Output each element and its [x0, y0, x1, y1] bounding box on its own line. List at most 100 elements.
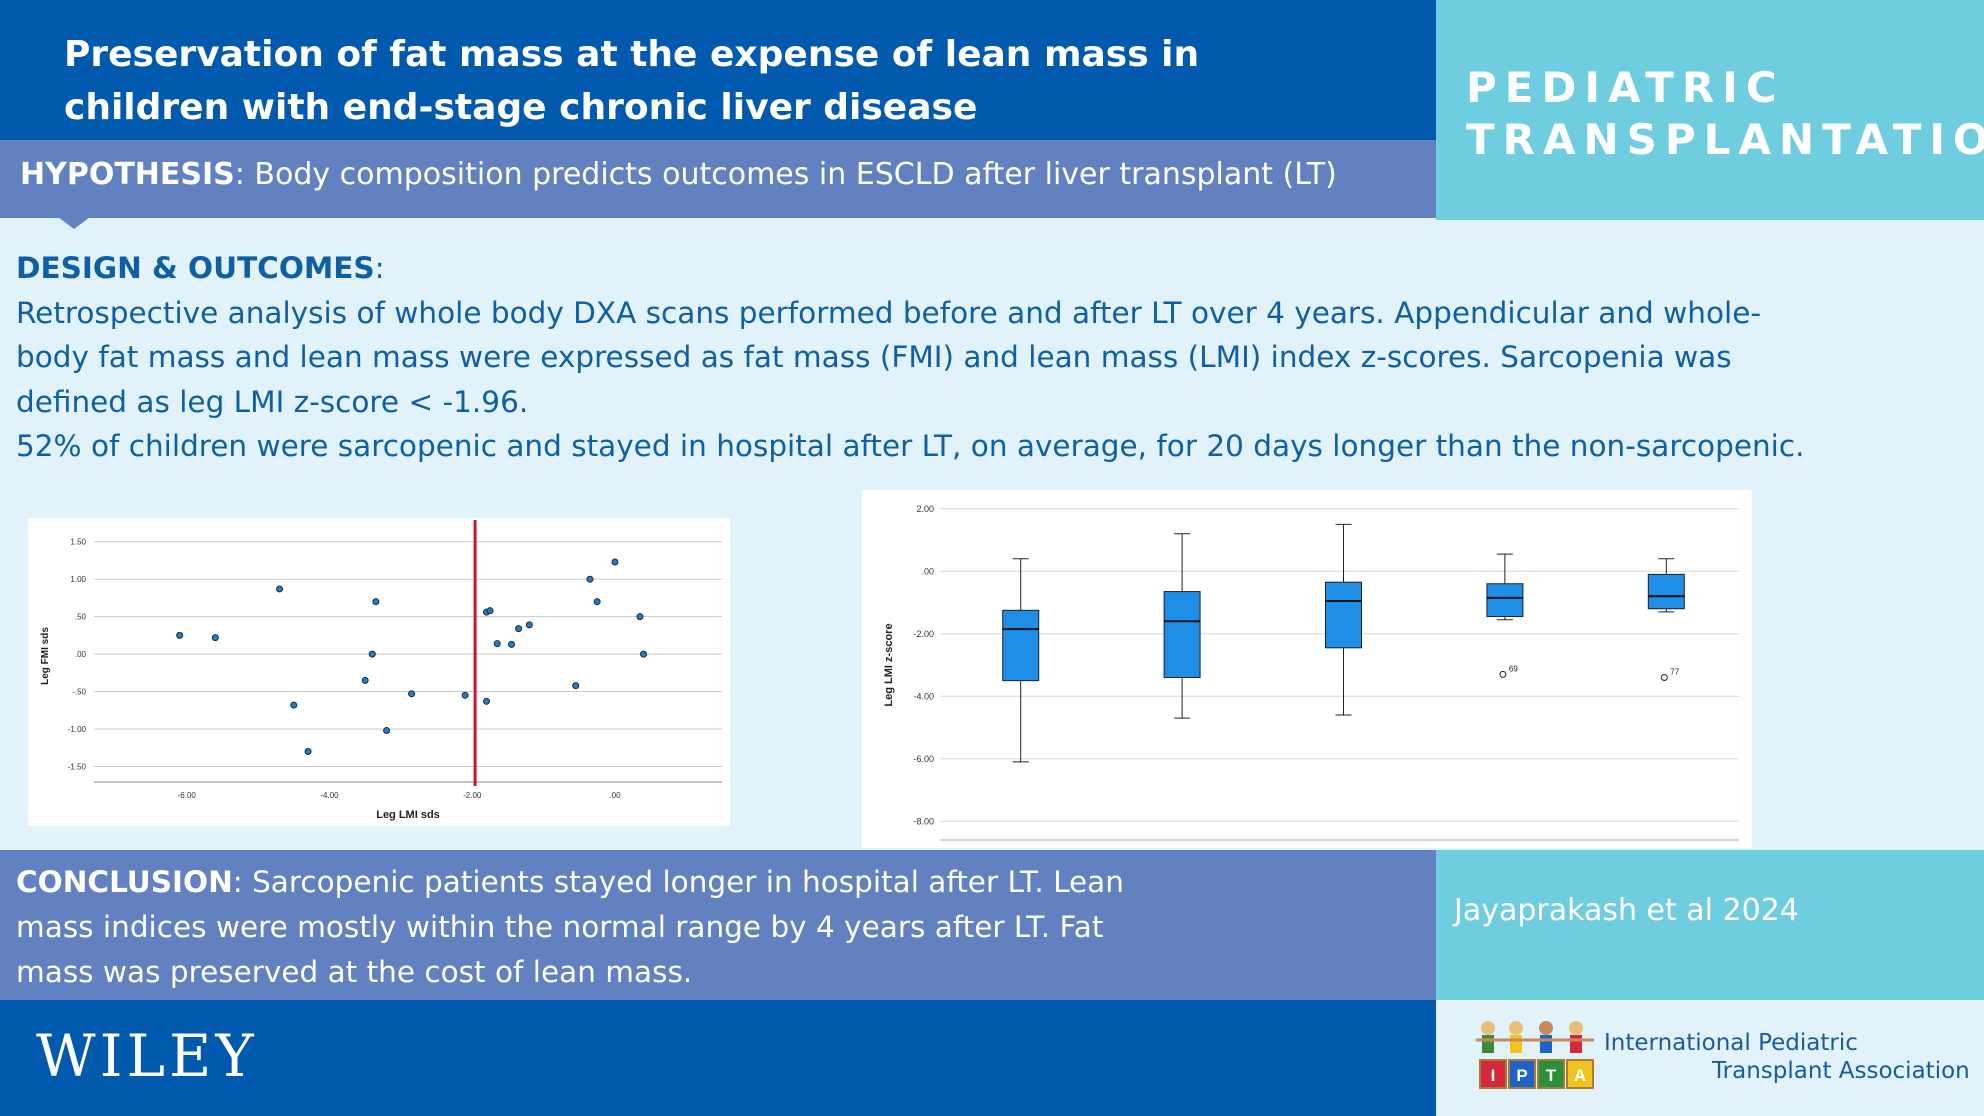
ipta-block — [1566, 1059, 1594, 1089]
x-tick-label: -6.00 — [178, 791, 197, 800]
ipta-banner — [1436, 1000, 1984, 1116]
scatter-point — [372, 598, 380, 606]
scatter-point — [408, 690, 416, 698]
ipta-block — [1537, 1059, 1565, 1089]
ipta-block-letter: P — [1516, 1066, 1527, 1085]
design-line-3: defined as leg LMI z-score < -1.96. — [16, 384, 529, 419]
journal-banner — [1436, 0, 1984, 220]
ipta-children-figures — [1476, 1021, 1594, 1053]
conclusion-text: CONCLUSION: Sarcopenic patients stayed l… — [16, 860, 1156, 995]
scatter-point — [593, 598, 601, 606]
outlier-point — [1660, 674, 1668, 681]
y-axis-label: Leg FMI sds — [40, 627, 51, 685]
design-line-2: body fat mass and lean mass were express… — [16, 340, 1732, 374]
box-plot-panel: 2.00.00-2.00-4.00-6.00-8.00Baseline1 yea… — [862, 490, 1752, 867]
scatter-point — [640, 650, 647, 658]
y-tick-label: 1.50 — [70, 538, 86, 547]
scatter-point — [486, 607, 494, 615]
x-tick-label: -2.00 — [463, 791, 482, 800]
x-tick-label: -4.00 — [320, 791, 339, 800]
box-iqr — [1486, 583, 1524, 618]
scatter-chart: 1.50 1.00 .50 .00 -.50 -1.00 -1.50 -6.00 -4.00 -2… — [40, 520, 722, 821]
hypothesis-label: HYPOTHESIS — [20, 157, 235, 192]
y-tick-label: -.50 — [72, 688, 86, 697]
journal-line-2: TRANSPLANTATION — [1466, 115, 1984, 164]
box-iqr — [1163, 591, 1201, 678]
design-colon: : — [374, 251, 385, 285]
conclusion-banner — [0, 850, 1436, 1000]
y-tick-label: -6.00 — [913, 754, 934, 764]
y-tick-label: 2.00 — [916, 504, 934, 514]
design-line-1: Retrospective analysis of whole body DXA… — [16, 295, 1762, 330]
x-tick-label: .00 — [609, 791, 621, 800]
hypothesis-pointer — [58, 217, 90, 229]
scatter-point — [368, 650, 376, 658]
outlier-label: 77 — [1670, 668, 1679, 677]
box-plot: 2.00.00-2.00-4.00-6.00-8.00Baseline1 yea… — [883, 504, 1739, 867]
citation-banner — [1436, 850, 1984, 1000]
y-tick-label: -2.00 — [913, 629, 934, 639]
title-line-1: Preservation of fat mass at the expense … — [64, 34, 1200, 75]
y-tick-label: -1.00 — [68, 725, 87, 734]
ipta-name-line-2: Transplant Association — [1712, 1058, 1970, 1084]
x-axis-label: Leg LMI sds — [376, 809, 440, 821]
ipta-block-letter: T — [1546, 1066, 1557, 1085]
y-tick-label: .50 — [75, 613, 87, 622]
scatter-point — [586, 575, 594, 583]
y-tick-label: .00 — [75, 650, 87, 659]
conclusion-line-2: mass indices were mostly within the norm… — [16, 910, 1104, 944]
scatter-point — [636, 613, 644, 621]
journal-name: PEDIATRIC TRANSPLANTATION — [1466, 62, 1984, 166]
citation: Jayaprakash et al 2024 — [1454, 893, 1799, 928]
y-tick-label: 1.00 — [70, 575, 86, 584]
design-section: DESIGN & OUTCOMES: Retrospective analysi… — [16, 246, 1956, 469]
title-banner — [0, 0, 1436, 140]
page-title: Preservation of fat mass at the expense … — [64, 28, 1364, 134]
y-axis-label: Leg LMI z-score — [883, 623, 895, 706]
scatter-point — [493, 640, 501, 648]
scatter-point — [572, 682, 580, 690]
ipta-block-letter: I — [1491, 1066, 1496, 1085]
scatter-point — [290, 701, 298, 709]
y-tick-label: .00 — [921, 566, 934, 576]
y-tick-label: -1.50 — [68, 763, 87, 772]
hypothesis-body: : Body composition predicts outcomes in … — [234, 157, 1337, 192]
box-iqr — [1002, 609, 1040, 682]
conclusion-label: CONCLUSION — [16, 865, 233, 899]
scatter-point — [461, 691, 469, 699]
publisher-logo: WILEY — [36, 1022, 258, 1090]
ipta-block — [1479, 1059, 1507, 1089]
scatter-point — [611, 558, 619, 566]
scatter-point — [483, 697, 490, 705]
ipta-block-letter: A — [1574, 1066, 1586, 1085]
box-iqr — [1647, 573, 1685, 610]
y-tick-label: -8.00 — [913, 816, 934, 826]
y-tick-label: -4.00 — [913, 691, 934, 701]
design-label: DESIGN & OUTCOMES — [16, 251, 375, 285]
hypothesis-banner — [0, 140, 1436, 218]
scatter-point — [176, 631, 184, 639]
ipta-name-line-1: International Pediatric — [1604, 1030, 1858, 1056]
scatter-point — [383, 727, 391, 735]
outlier-point — [1499, 670, 1507, 678]
ipta-block — [1508, 1059, 1536, 1089]
conclusion-line-3: mass was preserved at the cost of lean m… — [16, 955, 693, 989]
scatter-point — [276, 585, 284, 593]
outlier-label: 69 — [1509, 664, 1518, 673]
scatter-point — [515, 625, 523, 633]
journal-line-1: PEDIATRIC — [1466, 63, 1785, 112]
scatter-chart-panel: 1.50 1.00 .50 .00 -.50 -1.00 -1.50 -6.00 -4.00 -2… — [28, 518, 730, 826]
conclusion-line-1: : Sarcopenic patients stayed longer in h… — [232, 865, 1124, 899]
scatter-point — [525, 621, 533, 629]
hypothesis-text: HYPOTHESIS: Body composition predicts ou… — [20, 155, 1337, 195]
design-line-4: 52% of children were sarcopenic and stay… — [16, 429, 1805, 463]
title-line-2: children with end-stage chronic liver di… — [64, 87, 978, 128]
scatter-point — [211, 634, 219, 642]
scatter-point — [507, 640, 515, 648]
box-iqr — [1325, 581, 1362, 649]
scatter-point — [361, 676, 369, 684]
publisher-banner — [0, 1000, 1436, 1116]
scatter-point — [304, 748, 312, 756]
